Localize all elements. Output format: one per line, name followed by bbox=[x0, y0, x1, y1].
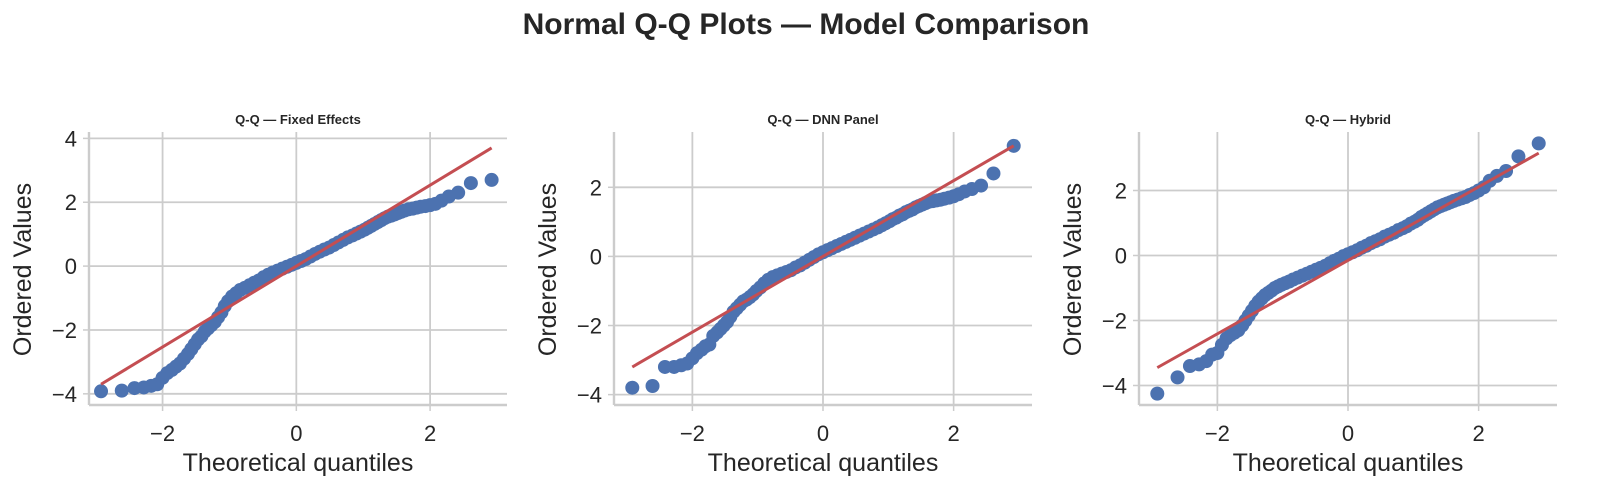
qq-point bbox=[1511, 149, 1526, 164]
qq-panels: −2 0 2 −4 −2 0 2 4 Q-Q — Fixed Effects Theoretica… bbox=[9, 112, 1557, 477]
y-axis-label: Ordered Values bbox=[534, 183, 562, 356]
qq-point bbox=[645, 378, 660, 393]
qq-point bbox=[114, 383, 129, 398]
qq-point bbox=[94, 384, 109, 399]
qq-point bbox=[625, 380, 640, 395]
panel-title: Q-Q — Fixed Effects bbox=[235, 112, 361, 127]
x-tick-label: −2 bbox=[1205, 421, 1230, 446]
y-tick-label: 4 bbox=[65, 126, 77, 151]
x-tick-label: 0 bbox=[817, 421, 829, 446]
x-tick-label: 0 bbox=[290, 421, 302, 446]
panel-title: Q-Q — DNN Panel bbox=[767, 112, 878, 127]
y-tick-label: 0 bbox=[590, 244, 602, 269]
y-axis-label: Ordered Values bbox=[1059, 183, 1087, 356]
y-tick-label: −2 bbox=[1102, 309, 1127, 334]
x-tick-label: 2 bbox=[1473, 421, 1485, 446]
qq-point bbox=[1150, 386, 1165, 401]
panel-title: Q-Q — Hybrid bbox=[1305, 112, 1391, 127]
reference-line bbox=[100, 146, 493, 386]
y-tick-label: 2 bbox=[65, 190, 77, 215]
x-axis-label: Theoretical quantiles bbox=[183, 449, 414, 477]
qq-point bbox=[1531, 136, 1546, 151]
qq-point bbox=[463, 176, 478, 191]
y-axis-label: Ordered Values bbox=[9, 183, 37, 356]
qq-point bbox=[484, 172, 499, 187]
qq-panel-dnn-panel: −2 0 2 −4 −2 0 2 Q-Q — DNN Panel Theoretical qua… bbox=[534, 112, 1032, 477]
x-tick-label: 2 bbox=[424, 421, 436, 446]
x-axis-label: Theoretical quantiles bbox=[1233, 449, 1464, 477]
qq-point bbox=[974, 178, 989, 193]
y-tick-label: −4 bbox=[577, 383, 602, 408]
y-tick-label: 2 bbox=[1115, 179, 1127, 204]
x-tick-label: 0 bbox=[1342, 421, 1354, 446]
y-tick-label: −2 bbox=[577, 314, 602, 339]
x-tick-label: 2 bbox=[948, 421, 960, 446]
y-tick-label: 2 bbox=[590, 175, 602, 200]
y-tick-label: −4 bbox=[52, 382, 77, 407]
qq-point bbox=[986, 166, 1001, 181]
reference-line bbox=[631, 144, 1015, 369]
y-tick-label: −4 bbox=[1102, 374, 1127, 399]
y-tick-label: 0 bbox=[1115, 244, 1127, 269]
reference-line bbox=[1156, 151, 1540, 369]
qq-panel-fixed-effects: −2 0 2 −4 −2 0 2 4 Q-Q — Fixed Effects Theoretica… bbox=[9, 112, 507, 477]
x-axis-label: Theoretical quantiles bbox=[708, 449, 939, 477]
x-tick-label: −2 bbox=[680, 421, 705, 446]
y-tick-label: 0 bbox=[65, 254, 77, 279]
y-tick-label: −2 bbox=[52, 318, 77, 343]
figure-title: Normal Q-Q Plots — Model Comparison bbox=[523, 8, 1090, 41]
qq-point bbox=[1170, 370, 1185, 385]
qq-panel-hybrid: −2 0 2 −4 −2 0 2 Q-Q — Hybrid Theoretical quanti… bbox=[1059, 112, 1557, 477]
qq-point bbox=[451, 185, 466, 200]
x-tick-label: −2 bbox=[150, 421, 175, 446]
